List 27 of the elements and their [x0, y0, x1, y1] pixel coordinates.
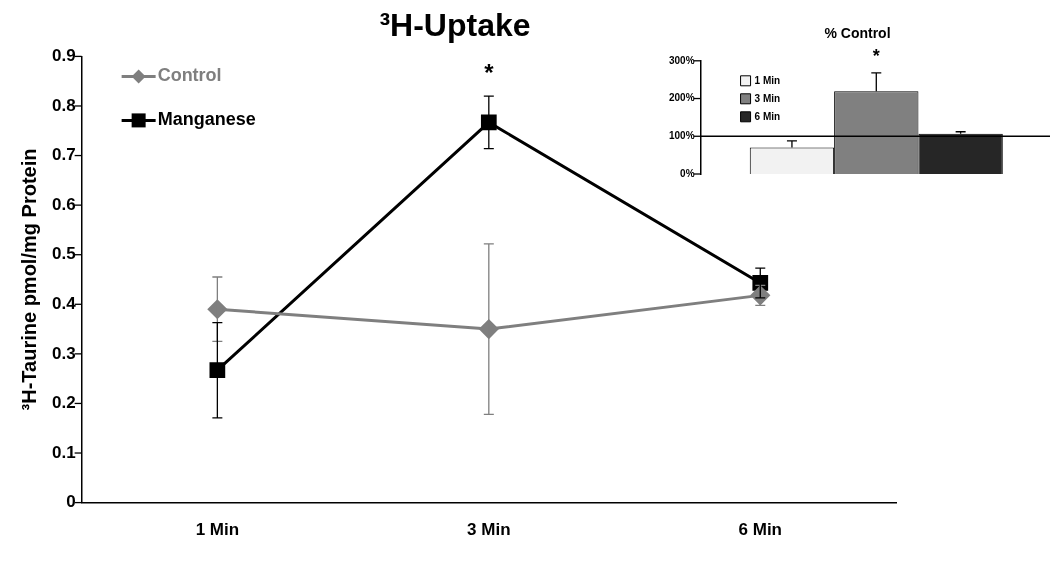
y-tick-label: 0.1	[51, 442, 76, 462]
chart-title: ³H-Uptake	[379, 7, 531, 44]
chart-title: % Control	[824, 25, 891, 42]
y-tick-label: 0.5	[51, 244, 76, 264]
x-tick-label: 1 Min	[195, 520, 240, 540]
x-tick-label: 3 Min	[467, 520, 511, 540]
y-tick-label: 0%	[680, 167, 695, 179]
y-tick-label: 0.4	[51, 293, 77, 313]
legend-label: 3 Min	[754, 92, 781, 104]
y-tick-label: 100%	[669, 130, 695, 142]
annotation: *	[872, 45, 880, 66]
y-tick-label: 0.7	[51, 145, 76, 165]
y-tick-label: 200%	[669, 92, 695, 104]
y-tick-label: 0.2	[51, 393, 76, 413]
annotation: *	[484, 59, 495, 87]
legend-label: 6 Min	[754, 110, 781, 122]
y-tick-label: 0	[66, 492, 76, 512]
y-tick-label: 0.9	[51, 46, 76, 66]
legend-label: Control	[157, 65, 222, 86]
y-tick-label: 0.6	[51, 194, 76, 214]
y-axis-title: ³H-Taurine pmol/mg Protein	[17, 148, 40, 411]
y-tick-label: 0.3	[51, 343, 76, 363]
x-tick-label: 6 Min	[738, 520, 782, 540]
legend-label: Manganese	[157, 109, 256, 130]
y-tick-label: 300%	[669, 54, 695, 66]
legend-label: 1 Min	[754, 74, 781, 86]
y-tick-label: 0.8	[51, 95, 76, 115]
